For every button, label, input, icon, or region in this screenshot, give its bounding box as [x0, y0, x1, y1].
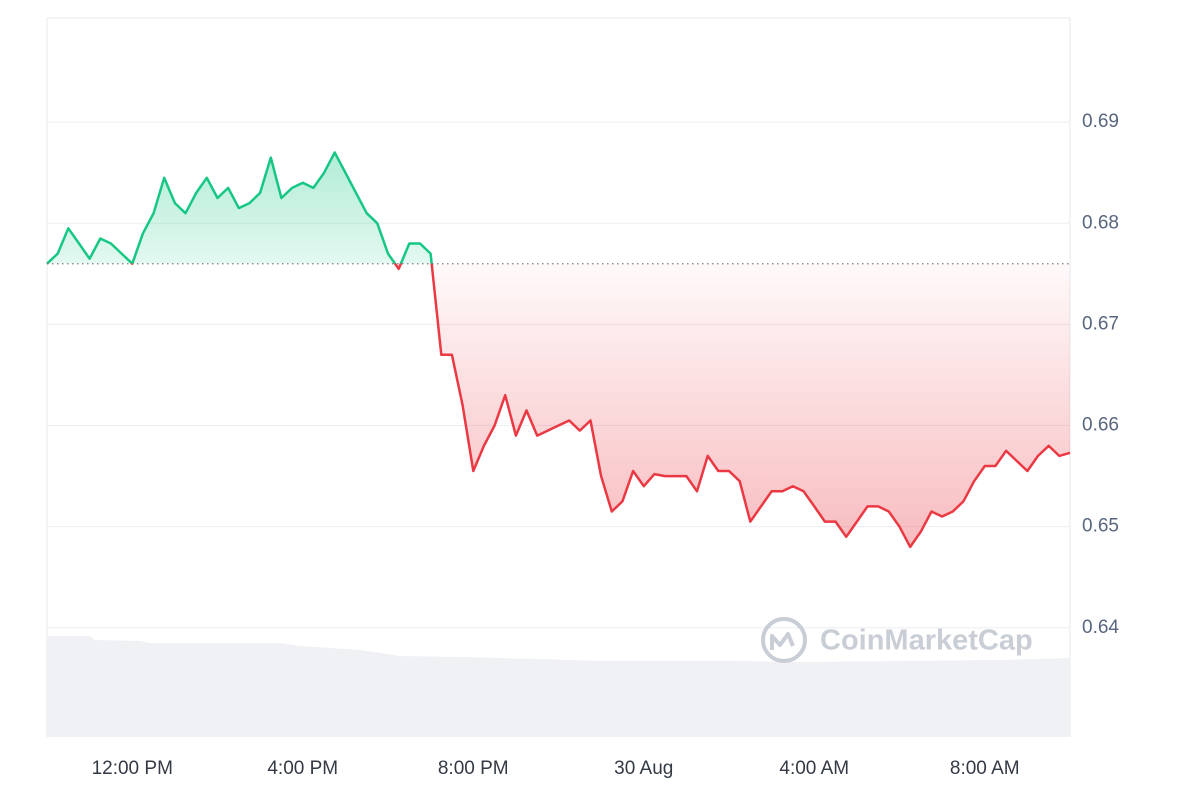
watermark: CoinMarketCap: [761, 617, 1033, 663]
x-tick-label: 8:00 AM: [950, 758, 1020, 779]
y-tick-label: 0.65: [1082, 516, 1119, 537]
x-tick-label: 4:00 PM: [267, 758, 338, 779]
watermark-text: CoinMarketCap: [820, 625, 1033, 657]
logo-mark: [770, 632, 795, 650]
x-tick-label: 30 Aug: [614, 758, 673, 779]
y-tick-label: 0.68: [1082, 212, 1119, 233]
volume-area: [47, 636, 1070, 737]
area: [47, 152, 1070, 547]
y-tick-label: 0.69: [1082, 111, 1119, 132]
y-tick-label: 0.64: [1082, 617, 1119, 638]
y-tick-label: 0.66: [1082, 415, 1119, 436]
x-tick-label: 8:00 PM: [438, 758, 509, 779]
plot: [46, 151, 1071, 549]
price-line: [46, 151, 1071, 549]
x-tick-label: 4:00 AM: [779, 758, 849, 779]
labels: 0.64 0.65 0.66 0.67 0.68 0.69 12:00 PM 4:00 PM 8…: [92, 111, 1120, 779]
logo: [761, 617, 807, 663]
y-tick-label: 0.67: [1082, 313, 1119, 334]
x-tick-label: 12:00 PM: [92, 758, 173, 779]
